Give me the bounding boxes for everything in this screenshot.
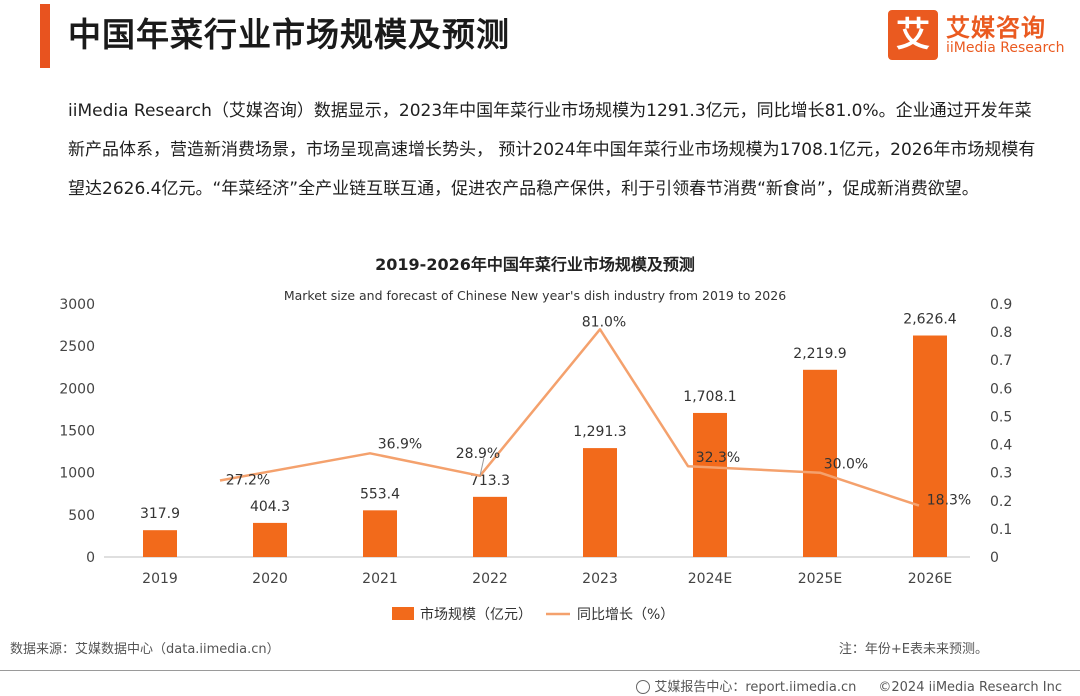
right-tick-label: 0.6 bbox=[990, 381, 1012, 397]
bar-value-label: 317.9 bbox=[140, 506, 180, 522]
growth-line bbox=[219, 328, 920, 507]
bar bbox=[913, 335, 947, 557]
bar bbox=[803, 369, 837, 557]
right-tick-label: 0.8 bbox=[990, 325, 1012, 341]
footer-divider bbox=[0, 670, 1080, 671]
logo-cn-text: 艾媒咨询 bbox=[946, 14, 1046, 42]
right-tick-label: 0.7 bbox=[990, 353, 1012, 369]
report-center-link[interactable]: 艾媒报告中心：report.iimedia.cn bbox=[654, 680, 857, 695]
footer-bottom: 艾媒报告中心：report.iimedia.cn ©2024 iiMedia Re… bbox=[636, 676, 1062, 695]
bar bbox=[583, 448, 617, 557]
left-tick-label: 500 bbox=[68, 508, 95, 524]
growth-value-label: 81.0% bbox=[582, 314, 626, 330]
title-accent-bar bbox=[40, 4, 50, 68]
label-leader-line bbox=[479, 457, 485, 476]
left-tick-label: 2500 bbox=[59, 339, 95, 355]
bar-series bbox=[143, 335, 947, 557]
left-tick-label: 3000 bbox=[59, 297, 95, 313]
growth-line-series bbox=[219, 328, 920, 507]
growth-value-label: 28.9% bbox=[456, 446, 500, 462]
logo-en-text: iiMedia Research bbox=[946, 40, 1065, 56]
data-source: 数据来源：艾媒数据中心（data.iimedia.cn） bbox=[10, 642, 280, 657]
left-tick-label: 2000 bbox=[59, 381, 95, 397]
report-center-icon bbox=[636, 680, 651, 694]
bar bbox=[693, 412, 727, 557]
legend-label-line: 同比增长（%） bbox=[577, 607, 674, 623]
x-tick-label: 2023 bbox=[582, 571, 618, 587]
left-tick-label: 1500 bbox=[59, 424, 95, 440]
x-tick-label: 2019 bbox=[142, 571, 178, 587]
bar bbox=[363, 510, 397, 557]
bar-value-label: 404.3 bbox=[250, 499, 290, 515]
intro-paragraph: iiMedia Research（艾媒咨询）数据显示，2023年中国年菜行业市场… bbox=[68, 101, 1036, 199]
growth-labels: 27.2% 36.9% 28.9% 81.0% 32.3% 30.0% 18.3% bbox=[226, 314, 971, 508]
left-tick-label: 1000 bbox=[59, 466, 95, 482]
page-title: 中国年菜行业市场规模及预测 bbox=[68, 15, 510, 54]
left-axis: 0 500 1000 1500 2000 2500 3000 bbox=[59, 297, 95, 566]
bar bbox=[253, 522, 287, 557]
market-size-chart: 2019-2026年中国年菜行业市场规模及预测 Market size and … bbox=[59, 255, 1012, 623]
bar-value-label: 2,219.9 bbox=[793, 346, 846, 362]
right-tick-label: 0.4 bbox=[990, 438, 1012, 454]
copyright: ©2024 iiMedia Research Inc bbox=[878, 680, 1062, 695]
bar-value-label: 553.4 bbox=[360, 486, 400, 502]
legend-label-bar: 市场规模（亿元） bbox=[420, 606, 532, 623]
x-tick-label: 2024E bbox=[688, 571, 732, 587]
x-axis: 2019 2020 2021 2022 2023 2024E 2025E 2026E bbox=[142, 571, 952, 587]
right-axis: 0 0.1 0.2 0.3 0.4 0.5 0.6 0.7 0.8 0.9 bbox=[990, 297, 1012, 566]
chart-legend: 市场规模（亿元） 同比增长（%） bbox=[392, 606, 674, 623]
bar-value-label: 1,291.3 bbox=[573, 424, 626, 440]
chart-subtitle: Market size and forecast of Chinese New … bbox=[284, 288, 786, 303]
growth-value-label: 18.3% bbox=[927, 493, 971, 509]
right-tick-label: 0.3 bbox=[990, 466, 1012, 482]
growth-value-label: 32.3% bbox=[696, 450, 740, 466]
chart-title: 2019-2026年中国年菜行业市场规模及预测 bbox=[375, 255, 695, 274]
growth-value-label: 30.0% bbox=[824, 457, 868, 473]
bar-value-label: 1,708.1 bbox=[683, 389, 736, 405]
right-tick-label: 0.9 bbox=[990, 297, 1012, 313]
iimedia-logo: 艾 艾媒咨询 iiMedia Research bbox=[888, 10, 1068, 60]
right-tick-label: 0.5 bbox=[990, 409, 1012, 425]
bar-value-label: 2,626.4 bbox=[903, 312, 957, 328]
x-tick-label: 2025E bbox=[798, 571, 842, 587]
growth-value-label: 36.9% bbox=[378, 436, 422, 452]
left-tick-label: 0 bbox=[86, 550, 95, 566]
x-tick-label: 2021 bbox=[362, 571, 398, 587]
x-tick-label: 2022 bbox=[472, 571, 508, 587]
growth-value-label: 27.2% bbox=[226, 473, 270, 489]
right-tick-label: 0 bbox=[990, 550, 999, 566]
logo-mark: 艾 bbox=[888, 10, 938, 60]
bar-labels: 317.9 404.3553.4713.31,291.31,708.12,219.… bbox=[140, 312, 957, 523]
forecast-note: 注：年份+E表未来预测。 bbox=[838, 642, 988, 657]
bar bbox=[473, 496, 507, 557]
bar bbox=[143, 530, 177, 557]
right-tick-label: 0.1 bbox=[990, 522, 1012, 538]
legend-swatch-bar bbox=[392, 607, 414, 620]
right-tick-label: 0.2 bbox=[990, 494, 1012, 510]
x-tick-label: 2020 bbox=[252, 571, 288, 587]
x-tick-label: 2026E bbox=[908, 571, 952, 587]
